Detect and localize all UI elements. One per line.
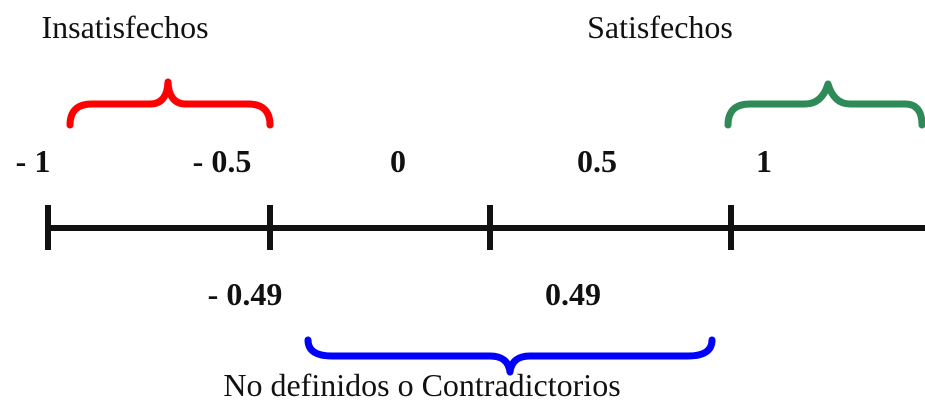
tick-label-0-49: 0.49	[545, 276, 601, 312]
tick-label-0-5: 0.5	[577, 143, 617, 179]
unsatisfied-label: Insatisfechos	[41, 9, 208, 45]
satisfied-brace	[724, 80, 925, 129]
undefined-label: No definidos o Contradictorios	[223, 367, 620, 400]
tick-label-minus-1: - 1	[16, 143, 51, 179]
tick-label-minus-0-5: - 0.5	[193, 143, 252, 179]
tick-label-0: 0	[390, 143, 406, 179]
undefined-brace	[304, 336, 716, 376]
unsatisfied-brace	[66, 78, 274, 129]
tick-label-minus-0-49: - 0.49	[208, 276, 283, 312]
satisfied-label: Satisfechos	[587, 9, 733, 45]
tick-label-1: 1	[756, 143, 772, 179]
